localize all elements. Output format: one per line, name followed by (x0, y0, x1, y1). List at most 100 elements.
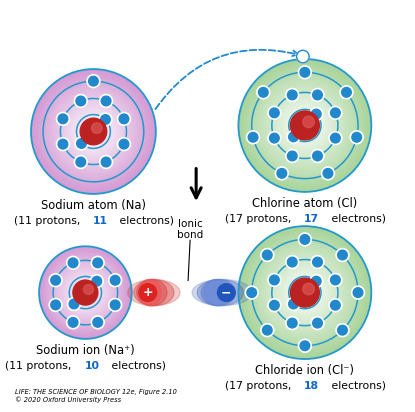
Circle shape (45, 83, 142, 180)
Circle shape (245, 286, 258, 299)
Circle shape (245, 233, 365, 352)
Circle shape (261, 324, 274, 337)
Circle shape (254, 74, 356, 177)
Circle shape (91, 316, 104, 329)
Circle shape (287, 274, 323, 311)
Circle shape (73, 111, 114, 152)
Text: Ionic
bond: Ionic bond (177, 219, 203, 240)
Circle shape (286, 150, 299, 162)
Circle shape (262, 325, 272, 335)
Circle shape (297, 50, 309, 63)
Circle shape (61, 268, 110, 317)
Circle shape (295, 115, 315, 136)
Circle shape (77, 284, 93, 301)
Circle shape (48, 86, 139, 177)
Circle shape (68, 318, 78, 327)
Circle shape (273, 94, 337, 157)
Circle shape (49, 274, 62, 287)
Circle shape (45, 252, 126, 333)
Text: electrons): electrons) (328, 381, 386, 391)
Circle shape (321, 167, 334, 180)
Circle shape (287, 107, 323, 144)
Text: (17 protons,: (17 protons, (225, 214, 295, 224)
Circle shape (300, 234, 310, 244)
Circle shape (46, 85, 140, 178)
Circle shape (63, 271, 107, 315)
Circle shape (79, 117, 107, 145)
Circle shape (268, 131, 281, 145)
Circle shape (39, 246, 132, 339)
Circle shape (119, 114, 129, 124)
Circle shape (59, 97, 128, 166)
Circle shape (75, 137, 88, 150)
Circle shape (56, 112, 69, 125)
Circle shape (49, 298, 62, 311)
Circle shape (298, 339, 311, 352)
Circle shape (331, 300, 340, 310)
Circle shape (68, 107, 118, 157)
Circle shape (247, 288, 256, 297)
Circle shape (217, 284, 235, 302)
Circle shape (288, 257, 297, 267)
Circle shape (66, 273, 105, 312)
Text: 18: 18 (304, 381, 319, 391)
Circle shape (312, 257, 322, 267)
Circle shape (262, 250, 272, 260)
Circle shape (74, 281, 97, 304)
Text: Chlorine atom (Cl): Chlorine atom (Cl) (252, 197, 357, 210)
Circle shape (50, 88, 137, 175)
Circle shape (312, 151, 322, 161)
Circle shape (80, 287, 91, 298)
Circle shape (44, 251, 127, 334)
Circle shape (297, 284, 313, 301)
Circle shape (51, 276, 61, 285)
Circle shape (247, 234, 363, 351)
Circle shape (269, 89, 342, 162)
Circle shape (285, 105, 325, 145)
Circle shape (260, 248, 350, 337)
Circle shape (272, 260, 338, 326)
Circle shape (259, 87, 268, 97)
Circle shape (277, 97, 333, 154)
Circle shape (99, 113, 112, 126)
Circle shape (239, 226, 371, 359)
Circle shape (77, 138, 86, 148)
Circle shape (283, 271, 327, 314)
Circle shape (259, 246, 352, 339)
Circle shape (323, 169, 333, 178)
Circle shape (336, 248, 349, 262)
Circle shape (39, 77, 148, 186)
Text: +: + (142, 286, 153, 299)
Circle shape (110, 300, 120, 310)
Circle shape (303, 116, 314, 128)
Circle shape (267, 254, 343, 331)
Circle shape (292, 279, 318, 306)
Circle shape (275, 96, 335, 155)
Circle shape (293, 114, 317, 137)
Circle shape (68, 297, 81, 311)
Circle shape (270, 258, 340, 328)
Circle shape (74, 94, 87, 108)
Circle shape (244, 64, 366, 187)
Circle shape (85, 124, 101, 139)
Circle shape (90, 129, 97, 135)
Circle shape (248, 132, 258, 142)
Circle shape (268, 274, 281, 286)
Circle shape (247, 131, 259, 144)
Circle shape (75, 282, 96, 303)
Circle shape (76, 114, 111, 149)
Circle shape (52, 259, 119, 326)
Circle shape (76, 96, 85, 106)
Circle shape (280, 101, 330, 150)
Circle shape (40, 78, 146, 185)
Circle shape (59, 266, 112, 319)
Circle shape (242, 229, 368, 356)
Circle shape (288, 151, 297, 161)
Circle shape (277, 265, 333, 321)
Circle shape (311, 276, 321, 286)
Circle shape (110, 276, 120, 285)
Circle shape (56, 94, 131, 169)
Circle shape (287, 130, 300, 143)
Circle shape (44, 82, 143, 181)
Circle shape (78, 116, 109, 147)
